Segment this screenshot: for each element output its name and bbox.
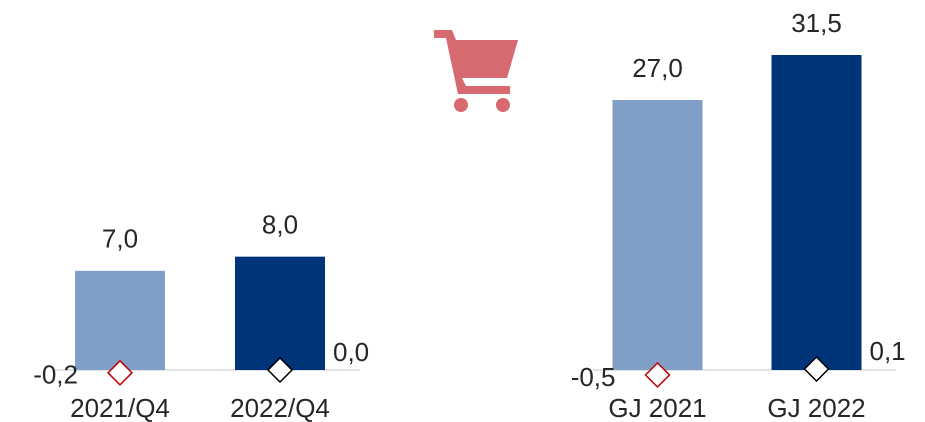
diamond-marker: [106, 359, 134, 386]
bar: [612, 100, 703, 370]
value-label: 27,0: [632, 53, 683, 83]
x-tick-label: 2021/Q4: [70, 393, 170, 422]
marker-label: -0,2: [33, 360, 78, 390]
bar: [75, 270, 165, 370]
x-tick-label: GJ 2021: [608, 393, 706, 422]
marker-label: 0,0: [333, 337, 369, 367]
diamond-marker: [644, 361, 671, 389]
value-label: 8,0: [262, 210, 298, 240]
diamond-marker: [266, 356, 294, 384]
cart-icon: [434, 30, 518, 112]
bar: [771, 55, 862, 370]
diamond-marker: [803, 355, 830, 383]
value-label: 7,0: [102, 224, 138, 254]
x-tick-label: GJ 2022: [767, 393, 865, 422]
value-label: 31,5: [791, 8, 842, 38]
bar: [235, 256, 325, 370]
x-tick-label: 2022/Q4: [230, 393, 330, 422]
marker-label: 0,1: [870, 336, 906, 366]
marker-label: -0,5: [571, 362, 616, 392]
